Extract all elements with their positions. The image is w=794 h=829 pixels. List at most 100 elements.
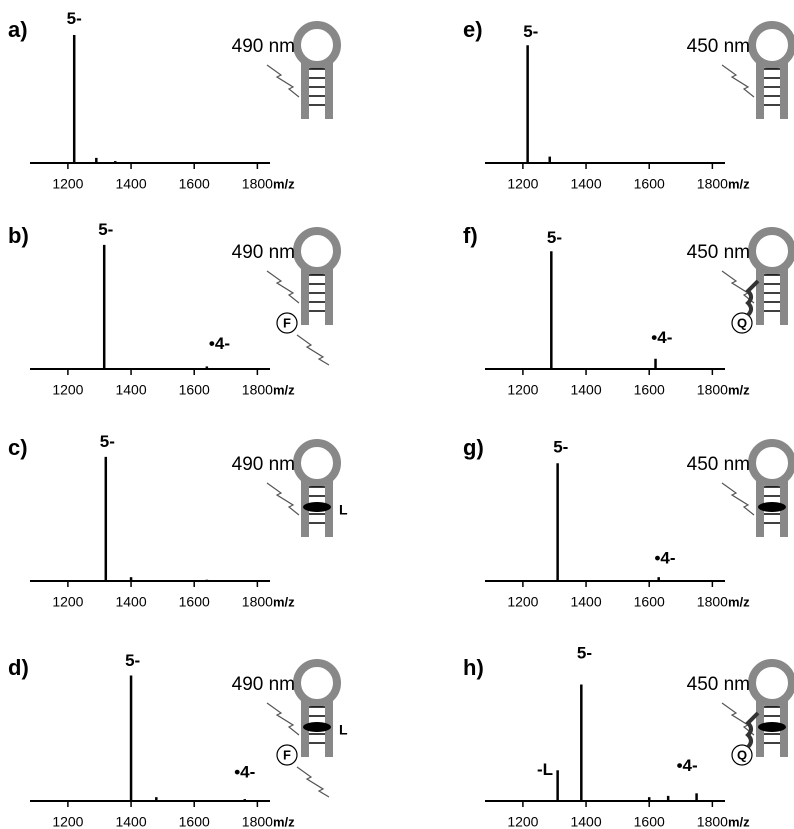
x-tick-label: 1800: [242, 176, 273, 192]
x-tick-label: 1800: [697, 594, 728, 610]
hairpin-loop: [293, 21, 341, 69]
label-letter: Q: [737, 315, 747, 330]
label-letter: Q: [737, 747, 747, 762]
x-tick-label: 1600: [179, 382, 210, 398]
panel-label: a): [8, 17, 28, 42]
x-tick-label: 1800: [697, 176, 728, 192]
hairpin-stem: [325, 267, 333, 325]
x-tick-label: 1600: [179, 814, 210, 829]
light-label: 490 nm: [232, 454, 295, 475]
x-tick-label: 1600: [634, 176, 665, 192]
peak-annotation: 5-: [100, 432, 115, 451]
x-tick-label: 1200: [507, 814, 538, 829]
hairpin-stem: [325, 61, 333, 119]
hairpin-loop: [748, 659, 794, 707]
light-bolt: [721, 64, 755, 98]
hairpin-stem: [756, 61, 764, 119]
panel-label: f): [463, 223, 478, 248]
x-tick-label: 1400: [115, 382, 146, 398]
x-tick-label: 1400: [570, 382, 601, 398]
x-axis-label: m/z: [728, 176, 750, 191]
peak-annotation: 5-: [577, 643, 592, 662]
x-tick-label: 1800: [242, 382, 273, 398]
x-tick-label: 1600: [634, 382, 665, 398]
x-tick-label: 1400: [115, 594, 146, 610]
peak-annotation: -L: [537, 760, 553, 779]
light-bolt: [266, 482, 300, 516]
x-axis-label: m/z: [273, 176, 295, 191]
peak-annotation: 5-: [553, 437, 568, 456]
emission-bolt: [296, 766, 330, 798]
light-bolt: [721, 482, 755, 516]
x-axis-label: m/z: [273, 382, 295, 397]
intercalator: [758, 722, 786, 732]
peak-annotation: 5-: [547, 228, 562, 247]
peak-annotation: •4-: [654, 549, 675, 568]
hairpin-stem: [780, 267, 788, 325]
x-axis-label: m/z: [728, 594, 750, 609]
hairpin-loop: [748, 21, 794, 69]
x-tick-label: 1400: [570, 594, 601, 610]
hairpin-loop: [748, 227, 794, 275]
peak-annotation: •4-: [209, 334, 230, 353]
light-label: 450 nm: [687, 454, 750, 475]
x-tick-label: 1600: [634, 814, 665, 829]
x-tick-label: 1400: [115, 176, 146, 192]
x-tick-label: 1400: [115, 814, 146, 829]
x-tick-label: 1400: [570, 814, 601, 829]
quencher-link: [745, 279, 760, 317]
peak-annotation: 5-: [523, 22, 538, 41]
peak-annotation: •4-: [234, 762, 255, 781]
hairpin-stem: [780, 61, 788, 119]
peak-annotation: •4-: [651, 328, 672, 347]
light-label: 490 nm: [232, 36, 295, 57]
peak-annotation: •4-: [677, 756, 698, 775]
light-bolt: [266, 702, 300, 736]
label-letter: F: [283, 747, 291, 762]
x-tick-label: 1200: [52, 594, 83, 610]
x-axis-label: m/z: [273, 814, 295, 829]
x-tick-label: 1200: [52, 814, 83, 829]
light-bolt: [721, 702, 755, 736]
light-label: 450 nm: [687, 674, 750, 695]
x-axis-label: m/z: [273, 594, 295, 609]
panel-label: c): [8, 435, 28, 460]
x-axis-label: m/z: [728, 382, 750, 397]
light-bolt: [721, 270, 755, 304]
light-label: 490 nm: [232, 242, 295, 263]
x-tick-label: 1200: [52, 176, 83, 192]
panel-label: e): [463, 17, 483, 42]
hairpin-stem: [301, 267, 309, 325]
hairpin-stem: [301, 61, 309, 119]
panel-label: g): [463, 435, 484, 460]
x-tick-label: 1600: [179, 176, 210, 192]
label-circle: [276, 744, 298, 766]
x-tick-label: 1400: [570, 176, 601, 192]
x-tick-label: 1600: [634, 594, 665, 610]
light-bolt: [266, 64, 300, 98]
hairpin-loop: [293, 439, 341, 487]
quencher-link: [745, 711, 760, 749]
peak-annotation: 5-: [125, 651, 140, 670]
x-tick-label: 1200: [52, 382, 83, 398]
hairpin-loop: [748, 439, 794, 487]
label-circle: [731, 312, 753, 334]
peak-annotation: 5-: [98, 220, 113, 239]
label-letter: L: [339, 722, 348, 738]
label-letter: F: [283, 315, 291, 330]
panel-label: b): [8, 223, 29, 248]
x-tick-label: 1800: [697, 382, 728, 398]
label-circle: [276, 312, 298, 334]
light-label: 490 nm: [232, 674, 295, 695]
light-label: 450 nm: [687, 242, 750, 263]
x-tick-label: 1800: [242, 594, 273, 610]
peak-annotation: 5-: [67, 9, 82, 28]
intercalator: [758, 502, 786, 512]
x-tick-label: 1600: [179, 594, 210, 610]
light-label: 450 nm: [687, 36, 750, 57]
x-tick-label: 1800: [242, 814, 273, 829]
label-letter: L: [339, 502, 348, 518]
light-bolt: [266, 270, 300, 304]
hairpin-stem: [756, 267, 764, 325]
